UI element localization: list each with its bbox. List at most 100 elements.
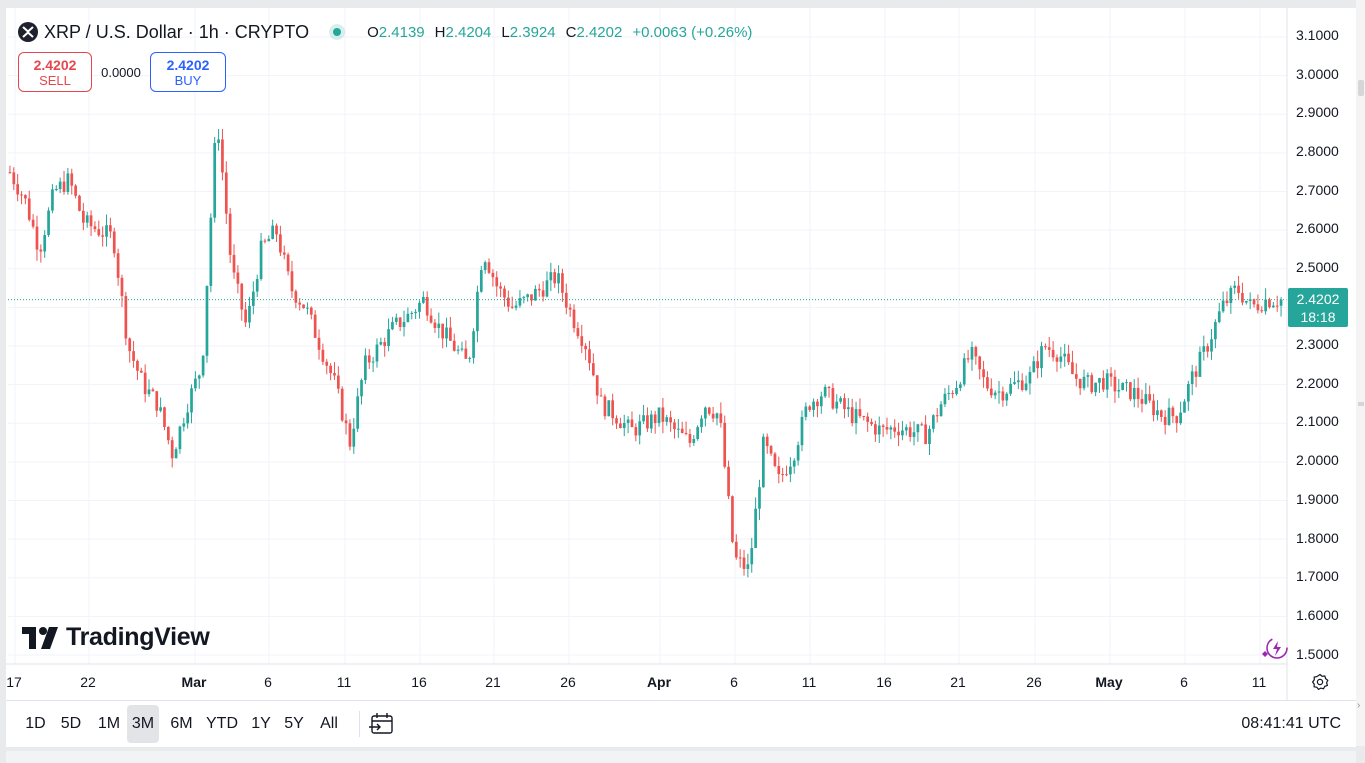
candle xyxy=(298,298,302,311)
candle xyxy=(240,282,244,321)
bottom-scroll-strip xyxy=(0,746,1365,763)
candle-body xyxy=(526,294,530,298)
candle-body xyxy=(731,496,734,542)
candle xyxy=(186,403,190,429)
candle xyxy=(622,414,626,437)
candle xyxy=(503,285,506,307)
candle xyxy=(1144,383,1148,405)
candle-body xyxy=(1005,393,1009,401)
candle xyxy=(1194,365,1198,388)
buy-button[interactable]: 2.4202 BUY xyxy=(150,52,226,92)
candle xyxy=(1109,367,1113,387)
high-value: 2.4204 xyxy=(445,23,492,41)
ai-sparkle-icon[interactable] xyxy=(1259,633,1289,663)
gear-icon[interactable] xyxy=(1311,673,1329,691)
right-scrollbar-thumb[interactable] xyxy=(1358,80,1364,96)
change-value: +0.0063 (+0.26%) xyxy=(632,23,753,41)
candle xyxy=(1237,276,1240,299)
utc-clock[interactable]: 08:41:41 UTC xyxy=(1241,715,1341,732)
candle-body xyxy=(460,348,464,350)
candle-body xyxy=(657,407,661,424)
horizontal-scrollbar[interactable] xyxy=(6,751,1356,763)
candle-body xyxy=(812,401,815,410)
tradingview-brand[interactable]: TradingView xyxy=(22,623,210,652)
candle-body xyxy=(43,235,47,252)
candle-body xyxy=(491,272,495,278)
candle xyxy=(738,549,742,568)
candle-body xyxy=(356,396,360,429)
candle xyxy=(375,338,379,368)
candle-body xyxy=(163,407,166,427)
candle-body xyxy=(982,369,985,378)
candle-body xyxy=(989,388,993,396)
candle xyxy=(661,397,665,434)
range-button-ytd[interactable]: YTD xyxy=(206,715,238,732)
candle-body xyxy=(1086,375,1090,377)
candle-body xyxy=(1013,382,1016,384)
chevron-right-icon[interactable]: › xyxy=(1357,700,1361,711)
candle-body xyxy=(796,445,800,461)
candle xyxy=(406,307,410,323)
symbol-title[interactable]: XRP / U.S. Dollar · 1h · CRYPTO xyxy=(44,21,310,42)
sell-button[interactable]: 2.4202 SELL xyxy=(18,52,92,92)
candle-body xyxy=(506,297,510,307)
candle-body xyxy=(955,388,958,394)
candle xyxy=(638,414,642,445)
candle-body xyxy=(854,409,858,424)
candle-body xyxy=(874,424,877,435)
candle xyxy=(78,194,81,212)
candle xyxy=(727,460,730,500)
candle-body xyxy=(190,388,193,413)
candle-body xyxy=(51,189,54,211)
candle xyxy=(939,401,943,417)
candle xyxy=(1171,405,1175,424)
candle-body xyxy=(112,231,116,254)
candle-body xyxy=(588,349,591,364)
candle-body xyxy=(74,185,77,196)
candle xyxy=(371,357,375,373)
candle-body xyxy=(827,386,831,389)
candle xyxy=(495,271,499,297)
candle xyxy=(356,388,360,432)
candle-body xyxy=(1105,373,1109,390)
candle xyxy=(541,281,545,302)
range-button-1y[interactable]: 1Y xyxy=(251,715,271,732)
range-button-5y[interactable]: 5Y xyxy=(284,715,304,732)
candle-body xyxy=(758,487,761,509)
time-tick-label: 11 xyxy=(1251,674,1267,690)
candle-body xyxy=(1055,357,1059,362)
candle-body xyxy=(275,225,278,235)
candle-body xyxy=(452,340,456,351)
candle xyxy=(1129,381,1132,402)
candle xyxy=(827,385,831,398)
market-open-dot-icon[interactable] xyxy=(333,28,342,36)
candle-body xyxy=(893,427,897,432)
range-button-6m[interactable]: 6M xyxy=(170,715,193,732)
candle-body xyxy=(418,302,421,312)
candle-body xyxy=(479,270,483,292)
candle xyxy=(758,479,761,521)
calendar-goto-icon[interactable] xyxy=(368,711,396,737)
candle-body xyxy=(89,215,93,227)
range-button-1m[interactable]: 1M xyxy=(97,715,121,732)
range-button-5d[interactable]: 5D xyxy=(60,715,82,732)
range-button-1d[interactable]: 1D xyxy=(25,715,46,732)
range-button-all[interactable]: All xyxy=(320,715,338,732)
candle xyxy=(924,415,927,445)
price-tick-label: 2.6000 xyxy=(1296,220,1339,236)
buy-label: BUY xyxy=(174,72,202,88)
candle xyxy=(630,411,634,428)
toolbar-separator xyxy=(359,711,360,737)
range-button-3m[interactable]: 3M xyxy=(127,705,159,743)
symbol-legend: XRP / U.S. Dollar · 1h · CRYPTO O2.4139 … xyxy=(18,18,752,46)
candle-body xyxy=(1129,382,1132,400)
candle-body xyxy=(553,272,557,284)
candle xyxy=(619,417,622,429)
candle xyxy=(85,211,89,228)
candle-body xyxy=(800,416,804,446)
candle-body xyxy=(943,393,947,405)
candle xyxy=(700,415,703,433)
candle-body xyxy=(839,398,842,402)
candle-body xyxy=(1028,372,1032,384)
